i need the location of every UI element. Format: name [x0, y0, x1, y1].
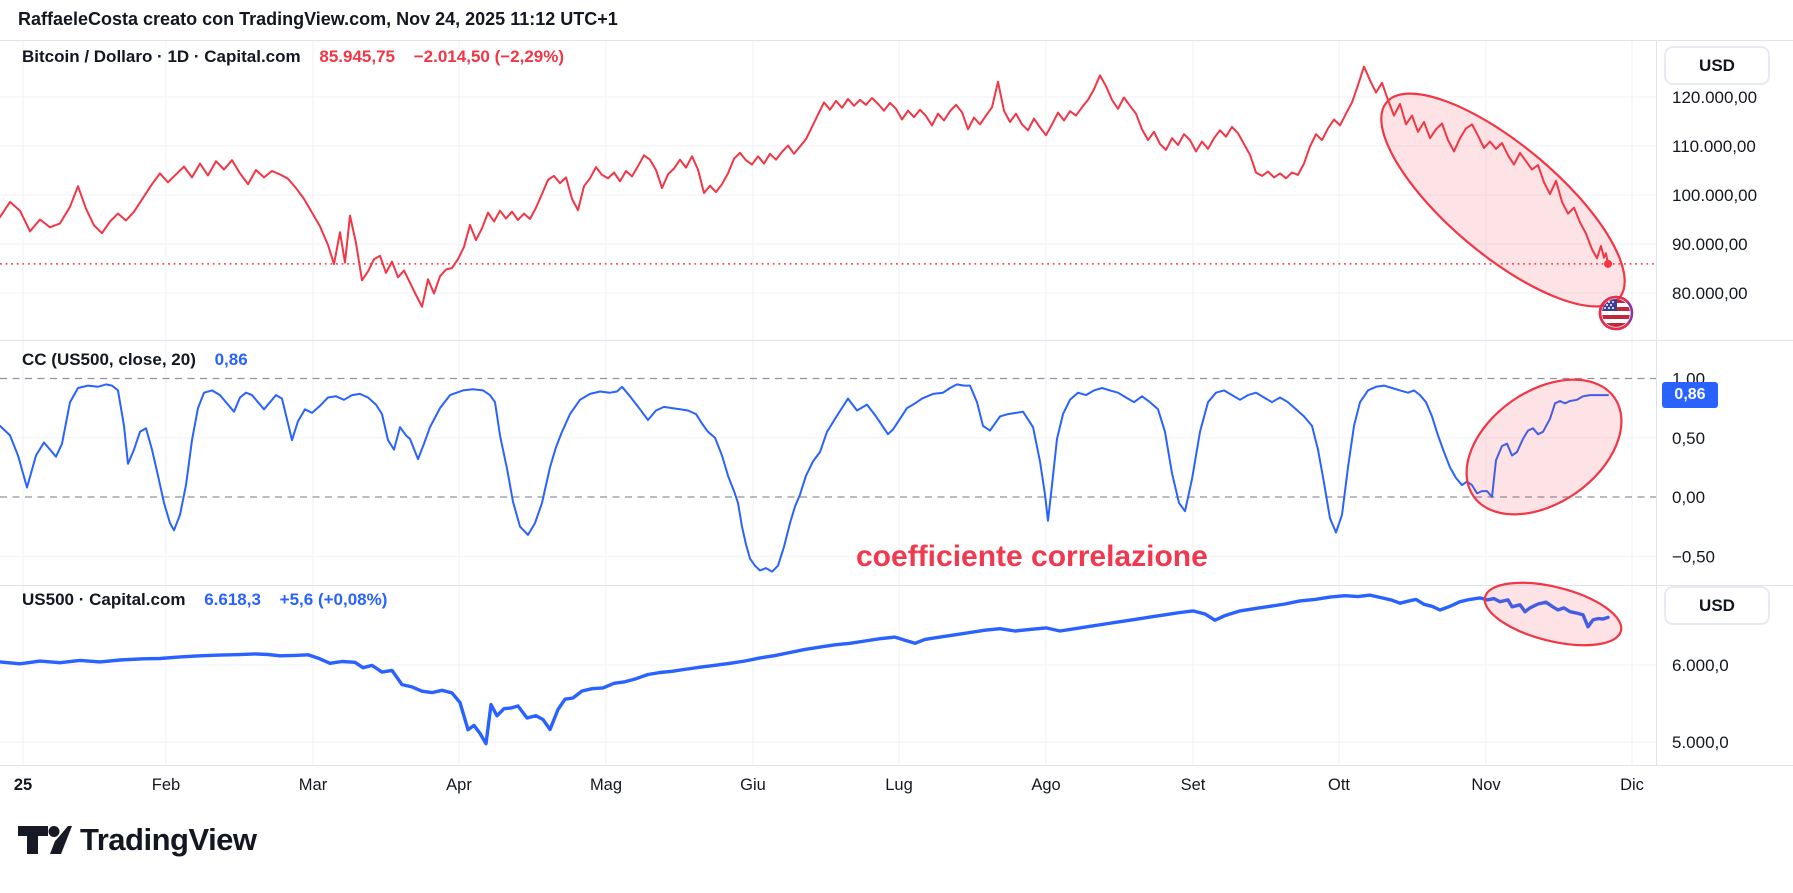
tradingview-logo[interactable]: TradingView [16, 822, 257, 858]
time-axis-label[interactable]: 25 [14, 776, 32, 794]
time-axis-label[interactable]: Lug [885, 776, 913, 794]
time-axis-label[interactable]: Ago [1031, 776, 1060, 794]
correlation-annotation-text[interactable]: coefficiente correlazione [856, 540, 1208, 573]
btc-axis-tick[interactable]: 120.000,00 [1672, 88, 1757, 107]
ellipse-annotation[interactable] [1479, 571, 1628, 657]
time-axis-label[interactable]: Set [1181, 776, 1206, 794]
flag-ring [1598, 295, 1634, 331]
tradingview-logo-icon [18, 826, 72, 854]
time-axis-label[interactable]: Mag [590, 776, 622, 794]
time-axis-label[interactable]: Apr [446, 776, 472, 794]
btc-axis-tick[interactable]: 90.000,00 [1672, 235, 1748, 254]
btc-axis-currency-box[interactable]: USD [1664, 46, 1770, 85]
us-flag-icon[interactable] [1596, 293, 1636, 333]
btc-last-point-dot [1604, 259, 1612, 268]
cc-axis-tick[interactable]: 0,00 [1672, 488, 1705, 507]
time-axis-label[interactable]: Giu [740, 776, 766, 794]
us500-axis-tick[interactable]: 6.000,0 [1672, 656, 1729, 675]
us500-axis-tick[interactable]: 5.000,0 [1672, 733, 1729, 752]
legend-btc-change: −2.014,50 (−2,29%) [413, 47, 565, 66]
time-axis-label[interactable]: Ott [1328, 776, 1350, 794]
cc-line-series[interactable] [0, 383, 1609, 573]
legend-us500-price: 6.618,3 [204, 590, 261, 609]
cc-last-value-badge: 0,86 [1662, 382, 1718, 408]
ellipse-annotation[interactable] [1441, 352, 1646, 542]
legend-btc-price: 85.945,75 [319, 47, 396, 66]
time-axis-label[interactable]: Feb [152, 776, 180, 794]
btc-axis-tick[interactable]: 100.000,00 [1672, 186, 1757, 205]
legend-correlation[interactable]: CC (US500, close, 20) 0,86 [22, 350, 248, 370]
cc-axis-tick[interactable]: 0,50 [1672, 429, 1705, 448]
cc-axis-tick[interactable]: −0,50 [1672, 547, 1715, 566]
cc-badge-label: 0,86 [1674, 386, 1706, 403]
legend-cc-value: 0,86 [214, 350, 248, 369]
btc-axis-tick[interactable]: 80.000,00 [1672, 284, 1748, 303]
legend-btc[interactable]: Bitcoin / Dollaro · 1D · Capital.com 85.… [22, 47, 564, 67]
us500-line-series[interactable] [0, 593, 1610, 746]
time-axis-label[interactable]: Mar [299, 776, 328, 794]
legend-cc-title[interactable]: CC (US500, close, 20) [22, 350, 196, 369]
legend-us500-change: +5,6 (+0,08%) [279, 590, 388, 609]
time-axis-label[interactable]: Nov [1471, 776, 1501, 794]
legend-us500-symbol[interactable]: US500 · Capital.com [22, 590, 186, 609]
btc-line-series[interactable] [0, 65, 1609, 308]
legend-btc-symbol[interactable]: Bitcoin / Dollaro · 1D · Capital.com [22, 47, 301, 66]
snapshot-header-title: RaffaeleCosta creato con TradingView.com… [18, 9, 618, 29]
us500-axis-currency-box[interactable]: USD [1664, 586, 1770, 625]
legend-us500[interactable]: US500 · Capital.com 6.618,3 +5,6 (+0,08%… [22, 590, 387, 610]
tradingview-logo-text: TradingView [80, 822, 257, 857]
btc-axis-currency-label: USD [1699, 55, 1735, 75]
time-axis-label[interactable]: Dic [1620, 776, 1644, 794]
us500-axis-currency-label: USD [1699, 595, 1735, 615]
btc-axis-tick[interactable]: 110.000,00 [1672, 137, 1756, 156]
